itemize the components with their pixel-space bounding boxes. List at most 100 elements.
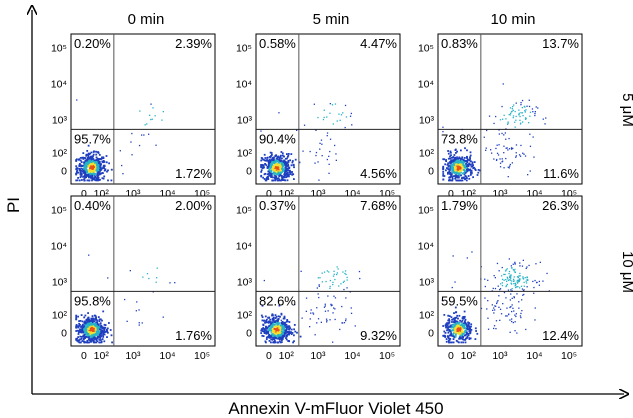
panel-1-3-event-dot	[453, 170, 455, 173]
panel-2-3-event-dot	[526, 266, 528, 268]
panel-1-2-event-dot	[272, 158, 274, 160]
panel-1-1-event-dot	[78, 164, 81, 167]
panel-1-1-event-dot	[110, 179, 113, 182]
panel-1-3-event-dot	[471, 162, 474, 165]
panel-1-3-event-dot	[451, 176, 454, 179]
panel-1-3-event-dot	[485, 147, 487, 149]
panel-1-3-event-dot	[525, 118, 527, 120]
panel-2-2-event-dot	[282, 324, 284, 327]
panel-1-1-event-dot	[82, 171, 85, 174]
panel-1-3-event-dot	[532, 136, 534, 138]
panel-2-3-event-dot	[513, 278, 515, 280]
panel-2-3-event-dot	[505, 297, 507, 299]
panel-1-3-event-dot	[447, 172, 449, 175]
panel-1-1-event-dot	[148, 133, 150, 135]
panel-2-3-event-dot	[449, 341, 452, 344]
panel-2-3-event-dot	[508, 273, 510, 275]
panel-2-3-event-dot	[457, 324, 460, 327]
panel-2-2-event-dot	[275, 331, 278, 334]
panel-2-3-event-dot	[450, 334, 453, 337]
panel-1-3-event-dot	[512, 109, 514, 111]
panel-2-2-event-dot	[277, 329, 280, 331]
panel-2-2-event-dot	[285, 338, 288, 341]
panel-1-3-event-dot	[479, 169, 481, 172]
panel-1-1-event-dot	[98, 165, 100, 168]
panel-2-1-event-dot	[95, 316, 97, 319]
panel-2-2-event-dot	[312, 312, 314, 314]
panel-1-3-event-dot	[452, 156, 454, 159]
panel-1-3-event-dot	[466, 160, 468, 163]
panel-1-3-event-dot	[509, 114, 511, 116]
panel-2-2-event-dot	[272, 335, 274, 337]
panel-2-3-event-dot	[445, 323, 447, 326]
panel-1-3-event-dot	[462, 162, 464, 165]
panel-2-2-event-dot	[284, 323, 286, 325]
panel-2-3-event-dot	[518, 301, 520, 303]
panel-1-2-event-dot	[286, 179, 289, 182]
panel-1-3-event-dot	[450, 151, 452, 154]
panel-1-3-event-dot	[442, 166, 445, 169]
panel-1-2-event-dot	[265, 164, 268, 166]
panel-2-1-event-dot	[96, 340, 99, 343]
panel-2-2-event-dot	[293, 324, 296, 326]
panel-2-3-event-dot	[467, 321, 469, 324]
panel-1-3-event-dot	[498, 129, 500, 131]
panel-1-3-event-dot	[508, 148, 511, 150]
panel-2-2-event-dot	[262, 335, 265, 337]
panel-1-1-event-dot	[89, 170, 91, 173]
panel-2-2-event-dot	[276, 331, 279, 333]
panel-2-2-event-dot	[293, 334, 295, 337]
panel-2-3-event-dot	[474, 338, 477, 340]
panel-1-1-event-dot	[86, 150, 89, 152]
panel-2-3-event-dot	[515, 315, 517, 318]
panel-2-3-event-dot	[526, 278, 528, 280]
panel-2-3-event-dot	[497, 300, 499, 302]
panel-2-3-event-dot	[510, 293, 512, 295]
panel-2-3-event-dot	[516, 286, 518, 288]
panel-1-1-event-dot	[107, 179, 109, 182]
panel-2-2-quadrant-lower-left-percent: 82.6%	[259, 293, 296, 308]
panel-1-2-event-dot	[332, 123, 334, 125]
panel-2-1-event-dot	[87, 336, 90, 338]
panel-2-2-event-dot	[276, 319, 279, 321]
panel-2-2-event-dot	[288, 333, 290, 336]
panel-2-2-event-dot	[263, 332, 266, 334]
panel-2-1-y-tick-label: 10⁴	[51, 241, 67, 253]
panel-1-3-event-dot	[459, 164, 461, 167]
panel-1-1-event-dot	[95, 150, 97, 153]
panel-1-3-event-dot	[463, 165, 466, 167]
panel-1-2-event-dot	[274, 178, 277, 181]
panel-2-2-event-dot	[262, 323, 265, 326]
panel-1-3-event-dot	[506, 147, 508, 149]
panel-2-3-event-dot	[503, 273, 505, 276]
panel-1-2-event-dot	[265, 159, 268, 162]
panel-2-3-event-dot	[505, 278, 507, 281]
panel-2-3-event-dot	[469, 327, 471, 330]
panel-1-1-event-dot	[97, 166, 100, 169]
panel-2-1-event-dot	[91, 338, 94, 340]
panel-2-3-event-dot	[456, 340, 459, 343]
panel-1-3-event-dot	[447, 165, 450, 168]
panel-1-3-event-dot	[465, 176, 468, 178]
panel-1-3-event-dot	[451, 159, 454, 162]
panel-1-2-event-dot	[285, 173, 288, 175]
panel-2-2-event-dot	[301, 317, 303, 319]
panel-2-2-event-dot	[281, 335, 283, 337]
panel-1-2-event-dot	[323, 116, 325, 119]
panel-1-3-event-dot	[452, 161, 454, 164]
panel-2-3-event-dot	[517, 276, 519, 278]
panel-1-1-event-dot	[93, 150, 95, 153]
panel-2-2-event-dot	[282, 334, 285, 337]
panel-2-2-event-dot	[277, 323, 280, 326]
panel-2-1-event-dot	[90, 339, 92, 341]
panel-1-1-event-dot	[84, 176, 87, 179]
panel-2-3-event-dot	[533, 286, 535, 289]
panel-1-1-event-dot	[89, 166, 92, 169]
panel-1-2-event-dot	[264, 163, 267, 165]
panel-2-1-event-dot	[107, 277, 109, 279]
panel-1-1-event-dot	[91, 178, 94, 181]
panel-1-1-event-dot	[83, 179, 86, 182]
panel-1-1-event-dot	[85, 169, 88, 171]
panel-1-3-event-dot	[518, 109, 520, 111]
